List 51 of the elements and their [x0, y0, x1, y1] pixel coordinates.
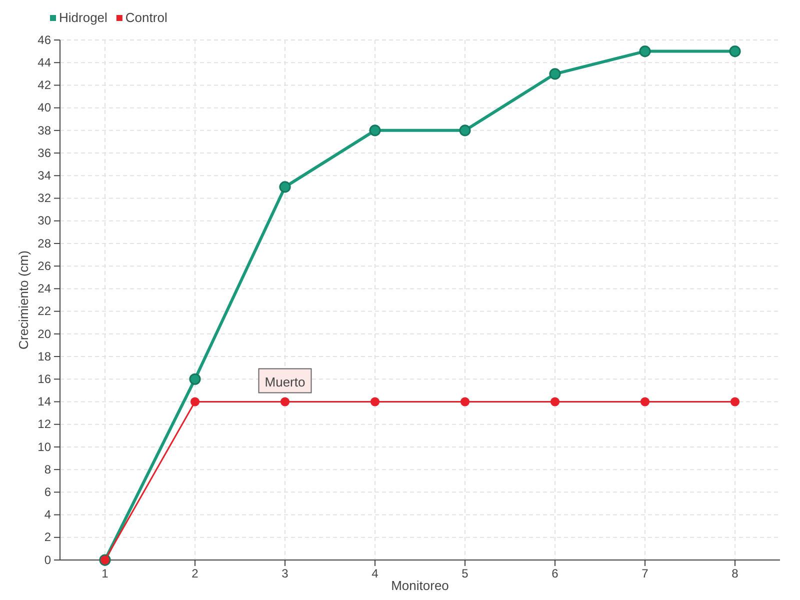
x-tick-label: 6: [552, 566, 559, 581]
point: [189, 373, 201, 385]
x-tick-label: 4: [372, 566, 379, 581]
point: [370, 397, 380, 406]
point: [459, 124, 471, 136]
y-tick-label: 2: [44, 530, 52, 544]
x-tick-label: 5: [462, 566, 469, 581]
point: [280, 397, 290, 406]
y-tick-label: 4: [44, 508, 52, 522]
y-tick-label: 24: [38, 282, 52, 296]
x-axis-title: Monitoreo: [391, 578, 449, 593]
point: [640, 397, 650, 406]
y-tick-label: 18: [38, 349, 52, 364]
x-tick-label: 7: [642, 566, 649, 581]
y-tick-label: 22: [38, 304, 52, 318]
legend-label: Control: [125, 10, 168, 25]
point: [460, 397, 470, 406]
point: [550, 397, 560, 406]
legend-label: Hidrogel: [59, 10, 108, 25]
x-tick-label: 8: [732, 566, 739, 581]
y-tick-label: 6: [44, 485, 52, 500]
x-tick-label: 2: [192, 566, 199, 581]
y-tick-label: 44: [38, 55, 52, 70]
y-tick-label: 12: [38, 417, 52, 432]
y-tick-label: 28: [38, 236, 52, 250]
point: [549, 68, 561, 80]
point: [369, 124, 381, 136]
y-tick-label: 26: [38, 258, 52, 273]
point: [279, 181, 291, 193]
x-tick-label: 1: [102, 566, 109, 581]
y-tick-label: 32: [38, 191, 52, 206]
y-tick-label: 42: [38, 78, 52, 92]
point: [730, 397, 740, 406]
y-tick-label: 40: [38, 100, 52, 115]
y-tick-label: 8: [44, 462, 52, 476]
y-axis-title: Crecimiento (cm): [16, 250, 31, 350]
y-tick-label: 30: [38, 214, 52, 228]
y-tick-label: 46: [38, 32, 52, 47]
point: [190, 397, 200, 406]
y-tick-label: 0: [44, 552, 52, 567]
y-tick-label: 36: [38, 146, 52, 160]
point: [639, 46, 651, 58]
point: [729, 46, 741, 58]
y-tick-label: 16: [38, 372, 52, 386]
y-tick-label: 10: [38, 440, 52, 454]
y-tick-label: 34: [38, 168, 52, 182]
y-tick-label: 20: [38, 326, 52, 341]
annotation: Muerto: [264, 374, 306, 390]
y-tick-label: 38: [38, 123, 52, 138]
y-tick-label: 14: [38, 394, 52, 409]
x-tick-label: 3: [282, 566, 289, 581]
